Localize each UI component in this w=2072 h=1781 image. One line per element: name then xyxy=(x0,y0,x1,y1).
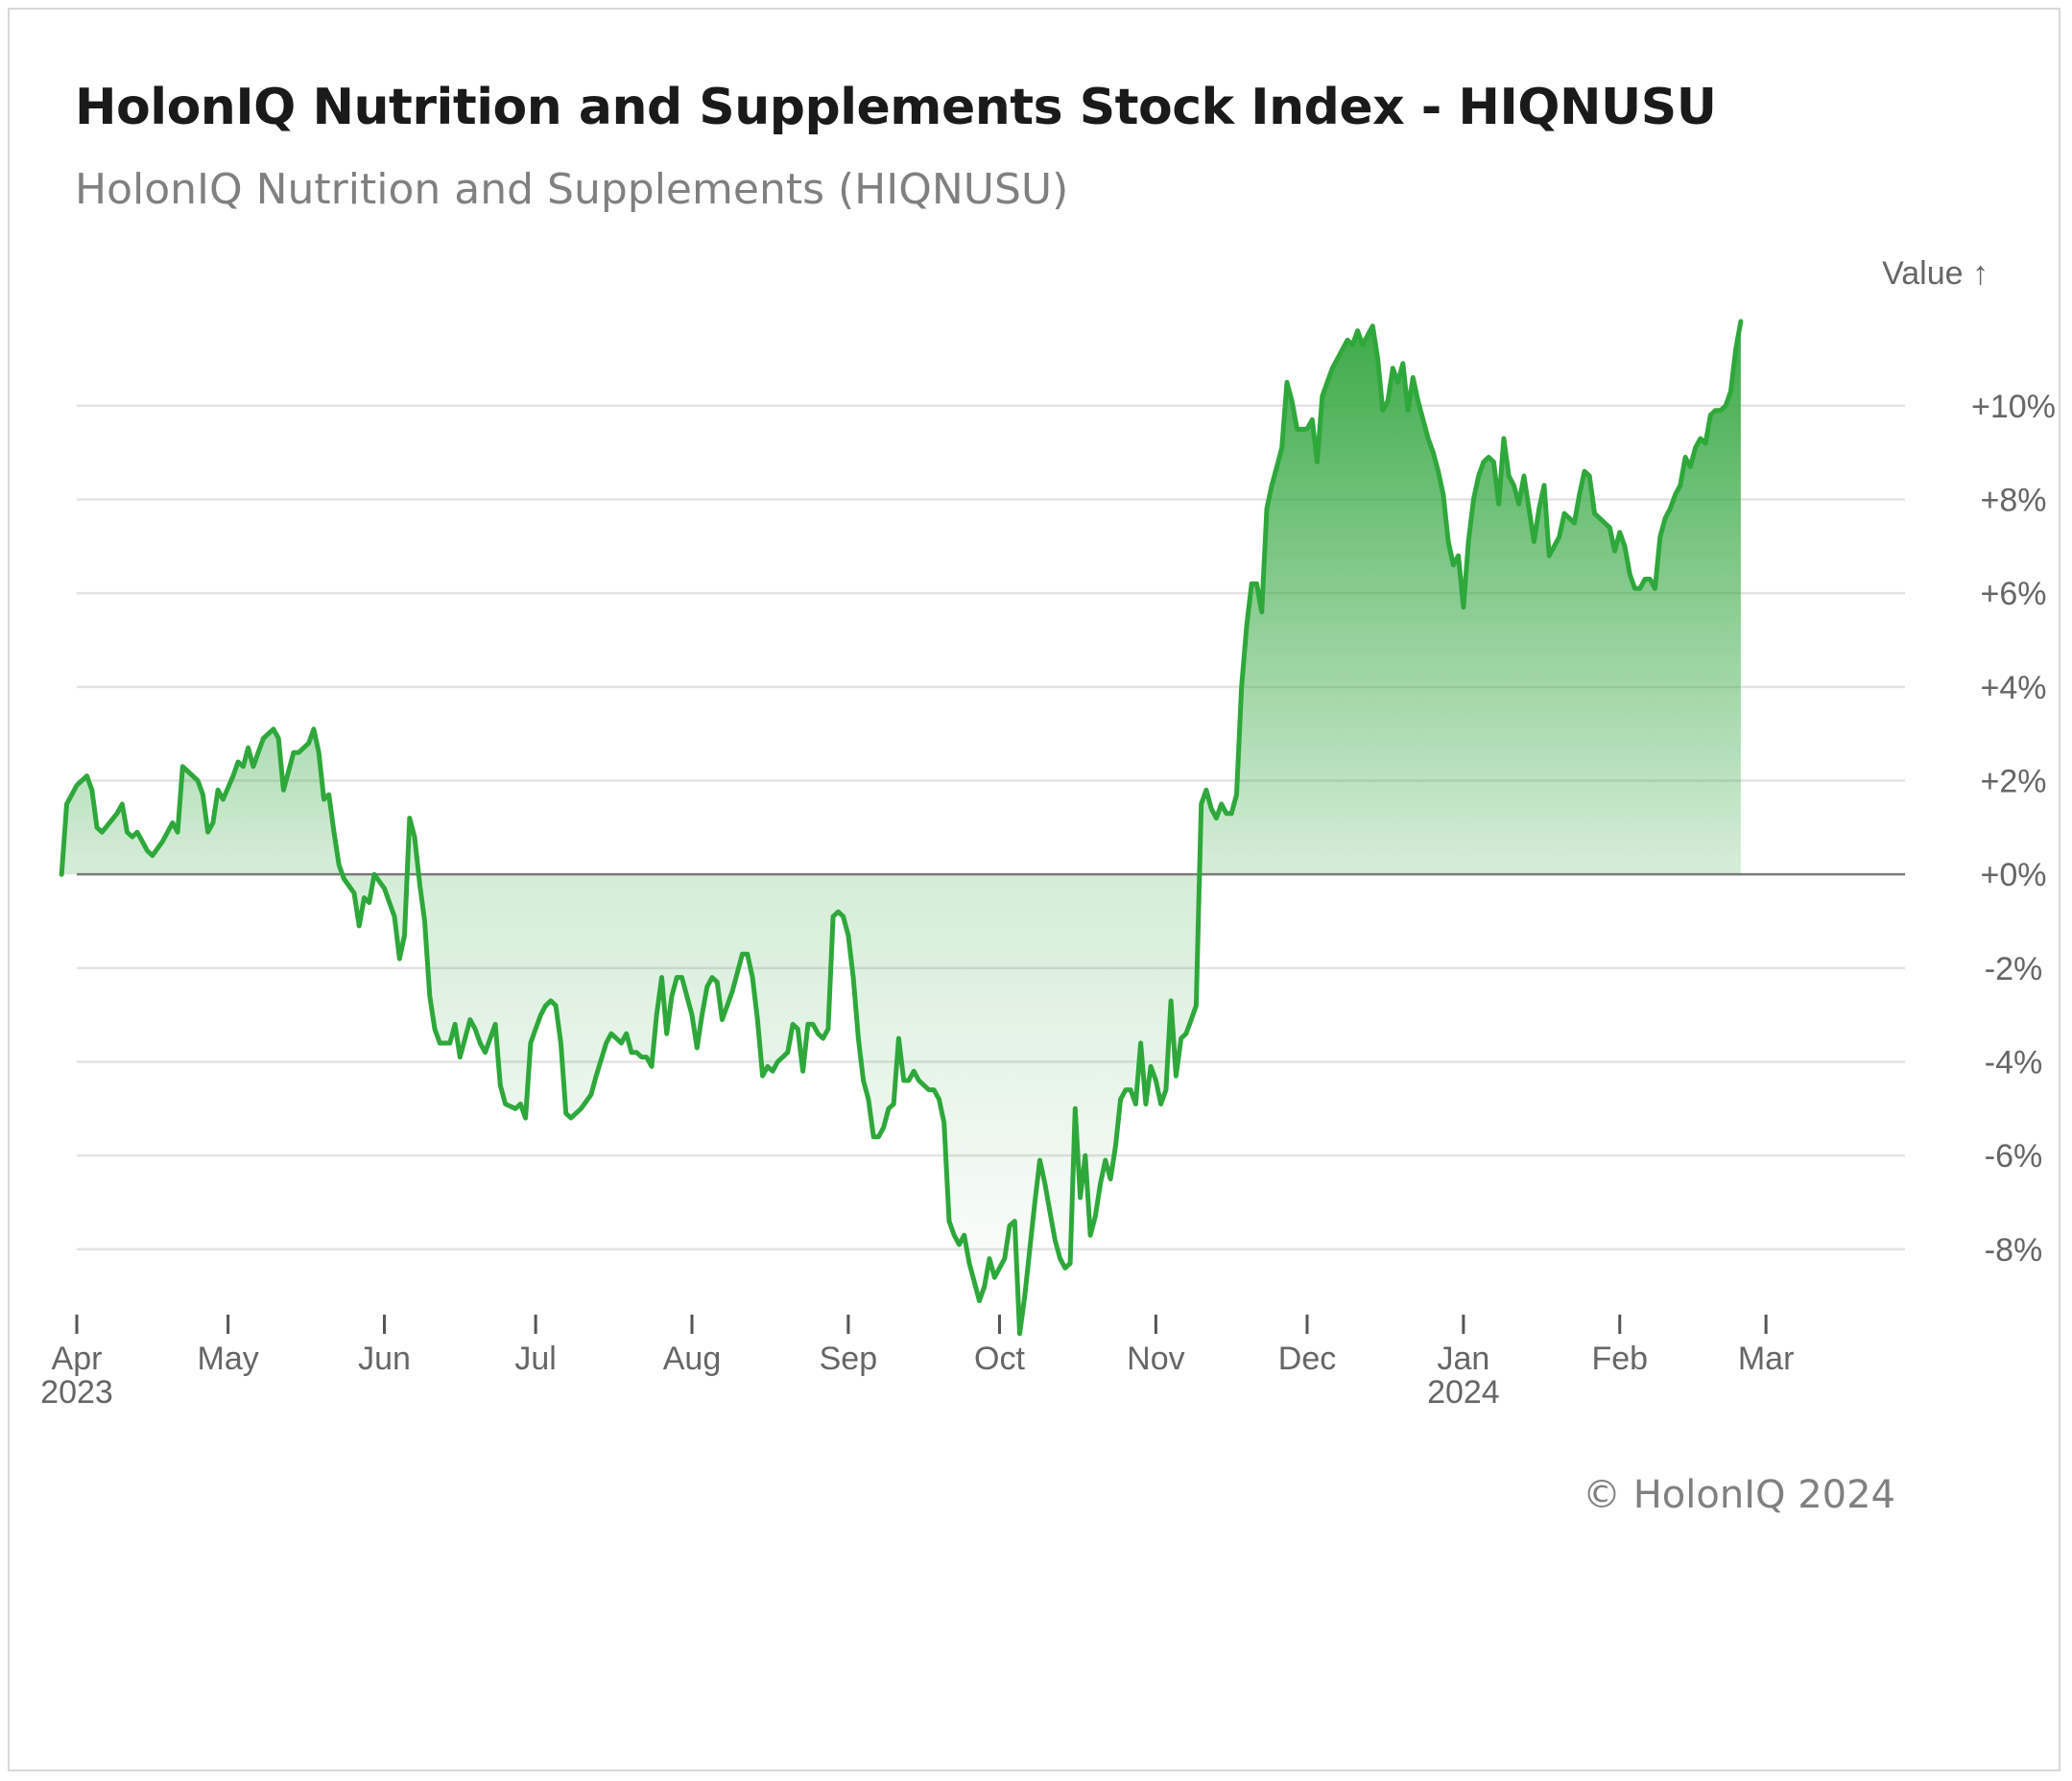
x-tick-label: Apr xyxy=(52,1341,103,1377)
y-tick-label: -2% xyxy=(1985,951,2042,987)
x-tick-label: Mar xyxy=(1738,1341,1795,1377)
x-tick-year: 2023 xyxy=(40,1374,113,1411)
series-line xyxy=(59,319,1744,1337)
y-tick-label: +4% xyxy=(1981,670,2047,706)
x-tick-label: Jun xyxy=(358,1341,411,1377)
y-axis-label: Value ↑ xyxy=(1882,255,1989,292)
y-tick-label: -6% xyxy=(1985,1138,2042,1175)
x-tick-label: Oct xyxy=(974,1341,1025,1377)
x-tick-label: May xyxy=(198,1341,259,1377)
x-tick-label: Jan xyxy=(1437,1341,1489,1377)
y-tick-label: -4% xyxy=(1985,1045,2042,1081)
y-tick-label: +8% xyxy=(1981,482,2047,518)
y-tick-label: -8% xyxy=(1985,1232,2042,1269)
area-fill xyxy=(61,321,1741,1334)
chart-subtitle: HolonIQ Nutrition and Supplements (HIQNU… xyxy=(75,165,1069,214)
y-tick-label: +6% xyxy=(1981,576,2047,612)
area-below-zero xyxy=(61,874,1741,1334)
x-tick-label: Sep xyxy=(820,1341,878,1377)
y-tick-label: +10% xyxy=(1971,389,2056,425)
y-tick-label: +0% xyxy=(1981,857,2047,893)
chart-title: HolonIQ Nutrition and Supplements Stock … xyxy=(75,79,1717,136)
x-tick-label: Dec xyxy=(1278,1341,1336,1377)
area-above-zero xyxy=(61,321,1741,875)
x-tick-label: Jul xyxy=(514,1341,556,1377)
copyright-footer: © HolonIQ 2024 xyxy=(1583,1473,1895,1517)
x-tick-label: Aug xyxy=(663,1341,722,1377)
y-tick-label: +2% xyxy=(1981,763,2047,799)
x-tick-year: 2024 xyxy=(1427,1374,1500,1411)
y-axis: +10% +8% +6% +4% +2% +0% -2% -4% -6% -8% xyxy=(1971,389,2056,1269)
x-tick-label: Feb xyxy=(1591,1341,1648,1377)
x-tick-label: Nov xyxy=(1127,1341,1184,1377)
